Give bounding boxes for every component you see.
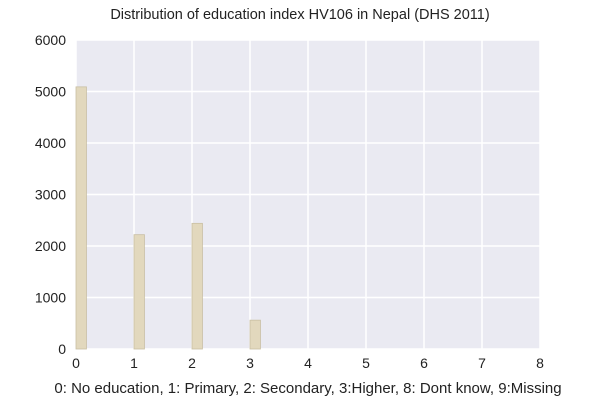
x-tick-label: 2 <box>188 355 196 371</box>
x-tick-label: 1 <box>130 355 138 371</box>
bar-2 <box>191 222 203 350</box>
x-tick-labels: 0 1 2 3 4 5 6 7 8 <box>72 355 544 371</box>
bar-0 <box>75 86 87 350</box>
y-tick-label: 6000 <box>35 32 66 48</box>
y-tick-label: 0 <box>58 341 66 357</box>
y-tick-label: 3000 <box>35 187 66 203</box>
gridlines <box>75 39 541 350</box>
x-tick-label: 8 <box>536 355 544 371</box>
x-tick-label: 7 <box>478 355 486 371</box>
x-tick-label: 4 <box>304 355 312 371</box>
bar-1 <box>133 234 145 350</box>
y-tick-label: 5000 <box>35 84 66 100</box>
chart-title: Distribution of education index HV106 in… <box>110 7 489 23</box>
y-tick-label: 2000 <box>35 238 66 254</box>
x-tick-label: 6 <box>420 355 428 371</box>
x-axis-label: 0: No education, 1: Primary, 2: Secondar… <box>54 380 561 397</box>
y-tick-labels: 0 1000 2000 3000 4000 5000 6000 <box>35 32 66 357</box>
x-tick-label: 5 <box>362 355 370 371</box>
x-tick-label: 0 <box>72 355 80 371</box>
x-tick-label: 3 <box>246 355 254 371</box>
y-tick-label: 1000 <box>35 290 66 306</box>
bars <box>75 86 261 350</box>
y-tick-label: 4000 <box>35 135 66 151</box>
bar-3 <box>249 319 261 350</box>
